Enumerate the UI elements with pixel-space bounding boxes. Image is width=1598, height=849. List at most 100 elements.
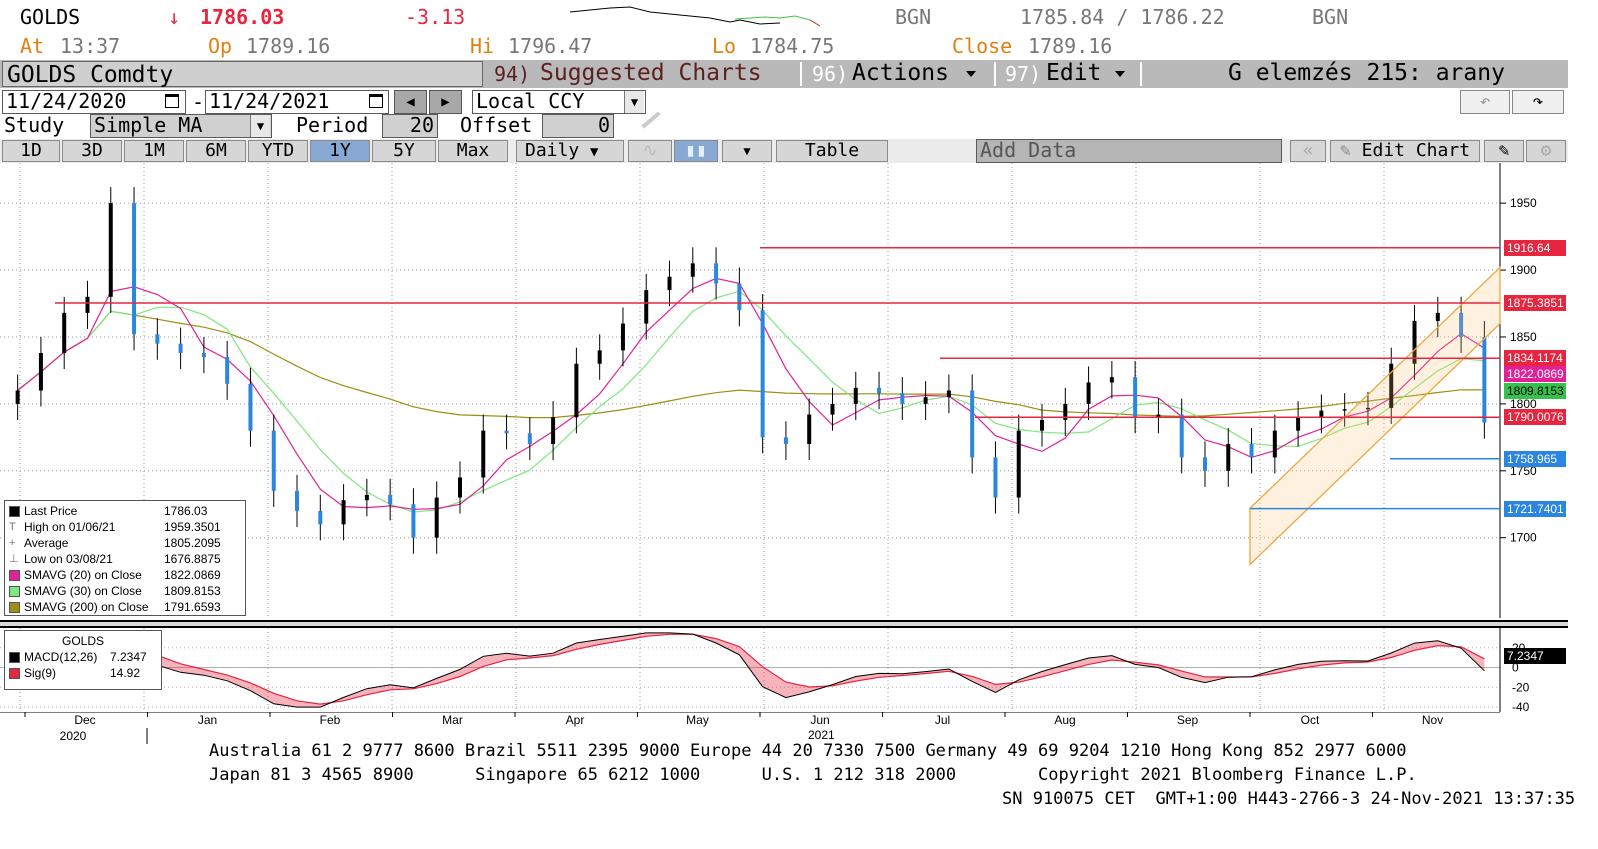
add-data-label: Add Data	[980, 139, 1077, 162]
chart-settings-icon[interactable]: ✎	[1484, 140, 1524, 162]
candle-body	[1435, 312, 1440, 321]
axis-value-tag: 1916.64	[1504, 239, 1566, 256]
prev-period-button[interactable]: ◀	[394, 90, 427, 114]
calendar-icon[interactable]	[369, 94, 383, 108]
range-button-max[interactable]: Max	[438, 140, 508, 162]
range-button-6m[interactable]: 6M	[186, 140, 246, 162]
candle-body	[714, 263, 719, 284]
range-button-1m[interactable]: 1M	[124, 140, 184, 162]
candle-body	[1482, 336, 1487, 423]
undo-button[interactable]: ↶	[1460, 90, 1510, 114]
candle-body	[1133, 377, 1138, 418]
footer-copyright: Japan 81 3 4565 8900 Singapore 65 6212 1…	[209, 765, 1417, 785]
period-field[interactable]: 20	[382, 114, 438, 138]
candle-body	[551, 417, 556, 445]
study-select[interactable]: Simple MA	[90, 114, 272, 138]
candle-body	[946, 390, 951, 398]
y-tick-label: 1700	[1510, 531, 1537, 545]
date-separator: -	[192, 90, 205, 114]
candle-body	[783, 437, 788, 445]
edit-chart-label: Edit Chart	[1361, 140, 1471, 161]
candle-body	[970, 390, 975, 458]
end-date-field[interactable]: 11/24/2021	[205, 90, 389, 114]
ticker: GOLDS	[20, 5, 81, 29]
candle-body	[1389, 363, 1394, 408]
suggested-charts-label: Suggested Charts	[540, 60, 762, 86]
macd-axis-tag: 7.2347	[1504, 648, 1566, 664]
x-tick-label: Aug	[1054, 713, 1075, 727]
macd-legend: GOLDS MACD(12,26) 7.2347 Sig(9) 14.92	[4, 630, 162, 690]
frequency-select[interactable]: Daily ▼	[516, 140, 624, 162]
x-tick-label: May	[686, 713, 709, 727]
x-axis: Dec Jan Feb Mar Apr May Jun Jul Aug Sep Oct Nov 2020	[0, 712, 1500, 744]
add-data-field[interactable]: Add Data	[976, 139, 1282, 163]
offset-field[interactable]: 0	[542, 114, 614, 138]
legend-swatch	[9, 601, 20, 613]
legend-label: High on 01/06/21	[24, 520, 116, 534]
legend-value: 1791.6593	[164, 600, 221, 614]
y-tick-label: 0	[1512, 661, 1519, 675]
range-button-5y[interactable]: 5Y	[372, 140, 436, 162]
candle-body	[132, 203, 137, 335]
legend-label: Low on 03/08/21	[24, 552, 113, 566]
legend-swatch	[9, 569, 20, 581]
candle-body	[1459, 312, 1464, 337]
currency-value: Local CCY	[476, 90, 585, 113]
period-value: 20	[409, 114, 434, 137]
at-label: At	[20, 34, 45, 58]
table-button[interactable]: Table	[776, 140, 888, 162]
legend-row: Last Price 1786.03	[9, 503, 241, 519]
candle-body	[434, 497, 439, 538]
candle-body	[690, 263, 695, 277]
next-period-button[interactable]: ▶	[429, 90, 462, 114]
candle-body	[644, 290, 649, 324]
candle-body	[364, 494, 369, 501]
gear-icon[interactable]: ⚙	[1526, 140, 1566, 162]
edit-chart-button[interactable]: ✎ Edit Chart	[1330, 140, 1480, 162]
axis-value-tag: 1809.8153	[1504, 382, 1566, 399]
candle-body	[62, 312, 67, 354]
y-tick-label: 1950	[1510, 196, 1537, 210]
axis-value-tag: 1790.0076	[1504, 409, 1566, 426]
candle-body	[1016, 430, 1021, 498]
candle-body	[853, 387, 858, 404]
at-time: 13:37	[60, 34, 121, 58]
study-chevron-down-icon[interactable]: ▼	[250, 115, 270, 137]
intraday-sparkline	[570, 6, 821, 27]
close-value: 1789.16	[1028, 34, 1113, 58]
legend-swatch: T	[9, 521, 16, 533]
start-date-field[interactable]: 11/24/2020	[2, 90, 186, 114]
candle-chart-style-button[interactable]: ▮▮	[674, 140, 718, 162]
legend-row: ⊥ Low on 03/08/21 1676.8875	[9, 551, 241, 567]
legend-label: Last Price	[24, 504, 78, 518]
y-tick-label: 1900	[1510, 263, 1537, 277]
range-button-3d[interactable]: 3D	[62, 140, 122, 162]
open-value: 1789.16	[246, 34, 331, 58]
candle-body	[620, 323, 625, 351]
x-tick-label: Feb	[320, 713, 341, 727]
candle-body	[178, 343, 183, 354]
candle-body	[807, 414, 812, 445]
chart-style-chevron-down-icon[interactable]: ▼	[722, 140, 772, 162]
pane-divider[interactable]	[0, 620, 1568, 628]
menu-divider	[1140, 62, 1142, 86]
axis-value-tag: 1758.965	[1504, 450, 1566, 467]
legend-value: 1805.2095	[164, 536, 221, 550]
currency-select[interactable]: Local CCY	[472, 90, 646, 114]
price-chart[interactable]: 1950 1900 1850 1800 1750 1700	[0, 163, 1568, 618]
range-button-ytd[interactable]: YTD	[248, 140, 308, 162]
redo-button[interactable]: ↷	[1512, 90, 1564, 114]
range-button-1y[interactable]: 1Y	[310, 140, 370, 162]
macd-chart[interactable]: 200-20-40	[0, 628, 1568, 712]
candle-body	[993, 457, 998, 498]
study-label: Study	[4, 113, 65, 137]
security-field[interactable]	[2, 61, 483, 87]
currency-chevron-down-icon[interactable]: ▼	[624, 91, 644, 113]
price-source: BGN	[895, 5, 932, 29]
actions-number: 96)	[812, 62, 849, 86]
line-chart-style-button[interactable]: ∿	[628, 140, 672, 162]
range-button-1d[interactable]: 1D	[2, 140, 60, 162]
collapse-icon[interactable]: «	[1290, 140, 1326, 162]
menu-divider	[800, 62, 802, 86]
calendar-icon[interactable]	[165, 94, 179, 108]
